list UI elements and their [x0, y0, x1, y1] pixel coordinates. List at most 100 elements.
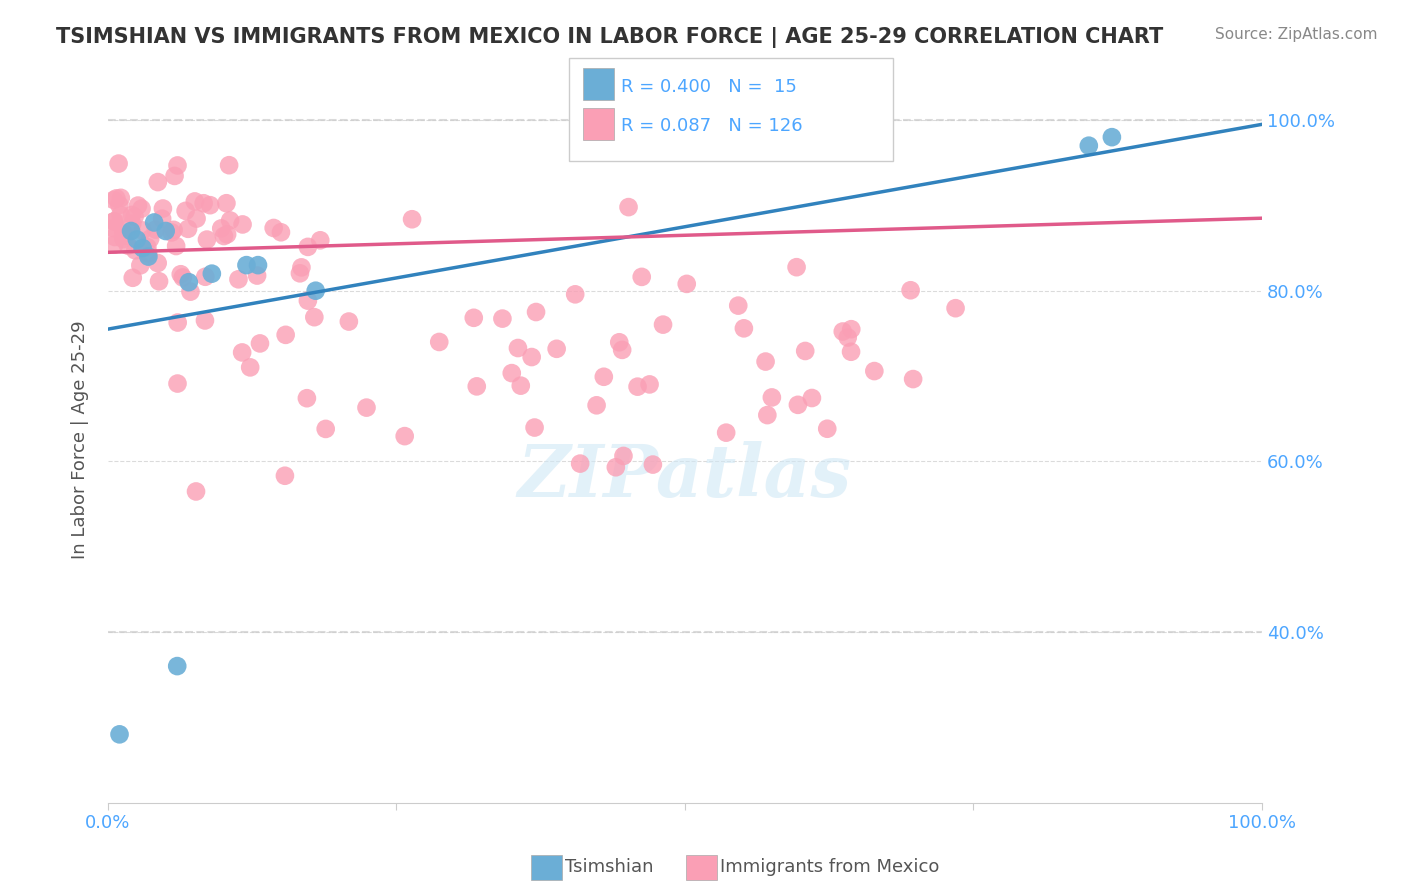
Immigrants from Mexico	[837, 330, 859, 344]
Immigrants from Mexico	[626, 379, 648, 393]
Immigrants from Mexico	[675, 277, 697, 291]
Tsimshian	[235, 258, 257, 272]
Tsimshian	[1077, 138, 1099, 153]
Immigrants from Mexico	[506, 341, 529, 355]
Immigrants from Mexico	[105, 191, 128, 205]
Immigrants from Mexico	[239, 360, 262, 375]
Immigrants from Mexico	[195, 233, 218, 247]
Immigrants from Mexico	[761, 391, 783, 405]
Immigrants from Mexico	[104, 230, 127, 244]
Immigrants from Mexico	[186, 211, 208, 226]
Immigrants from Mexico	[465, 379, 488, 393]
Immigrants from Mexico	[787, 398, 810, 412]
Immigrants from Mexico	[163, 169, 186, 183]
Tsimshian	[108, 727, 131, 741]
Immigrants from Mexico	[184, 484, 207, 499]
Immigrants from Mexico	[232, 218, 254, 232]
Immigrants from Mexico	[356, 401, 378, 415]
Tsimshian	[166, 659, 188, 673]
Immigrants from Mexico	[148, 274, 170, 288]
Tsimshian	[246, 258, 269, 272]
Text: Immigrants from Mexico: Immigrants from Mexico	[720, 858, 939, 876]
Immigrants from Mexico	[108, 198, 131, 212]
Immigrants from Mexico	[401, 212, 423, 227]
Immigrants from Mexico	[839, 322, 862, 336]
Immigrants from Mexico	[839, 344, 862, 359]
Immigrants from Mexico	[652, 318, 675, 332]
Immigrants from Mexico	[166, 316, 188, 330]
Immigrants from Mexico	[177, 222, 200, 236]
Immigrants from Mexico	[103, 193, 125, 207]
Immigrants from Mexico	[800, 391, 823, 405]
Immigrants from Mexico	[218, 158, 240, 172]
Immigrants from Mexico	[231, 345, 253, 359]
Immigrants from Mexico	[215, 196, 238, 211]
Immigrants from Mexico	[166, 376, 188, 391]
Immigrants from Mexico	[945, 301, 967, 316]
Immigrants from Mexico	[103, 214, 125, 228]
Tsimshian	[201, 267, 224, 281]
Tsimshian	[1101, 130, 1123, 145]
Text: R = 0.400   N =  15: R = 0.400 N = 15	[621, 78, 797, 95]
Immigrants from Mexico	[146, 256, 169, 270]
Immigrants from Mexico	[162, 223, 184, 237]
Immigrants from Mexico	[901, 372, 924, 386]
Immigrants from Mexico	[641, 458, 664, 472]
Immigrants from Mexico	[112, 232, 135, 246]
Text: ZIPatlas: ZIPatlas	[517, 441, 852, 512]
Immigrants from Mexico	[209, 221, 232, 235]
Immigrants from Mexico	[121, 208, 143, 222]
Immigrants from Mexico	[121, 217, 143, 231]
Immigrants from Mexico	[194, 269, 217, 284]
Immigrants from Mexico	[297, 240, 319, 254]
Immigrants from Mexico	[304, 310, 326, 325]
Immigrants from Mexico	[309, 233, 332, 247]
Immigrants from Mexico	[184, 194, 207, 209]
Immigrants from Mexico	[249, 336, 271, 351]
Immigrants from Mexico	[337, 314, 360, 328]
Immigrants from Mexico	[170, 267, 193, 281]
Immigrants from Mexico	[103, 237, 125, 252]
Text: TSIMSHIAN VS IMMIGRANTS FROM MEXICO IN LABOR FORCE | AGE 25-29 CORRELATION CHART: TSIMSHIAN VS IMMIGRANTS FROM MEXICO IN L…	[56, 27, 1164, 48]
Immigrants from Mexico	[219, 213, 242, 227]
Immigrants from Mexico	[131, 223, 153, 237]
Text: Source: ZipAtlas.com: Source: ZipAtlas.com	[1215, 27, 1378, 42]
Immigrants from Mexico	[263, 221, 285, 235]
Immigrants from Mexico	[900, 283, 922, 297]
Immigrants from Mexico	[612, 449, 634, 463]
Immigrants from Mexico	[727, 299, 749, 313]
Immigrants from Mexico	[815, 422, 838, 436]
Immigrants from Mexico	[524, 305, 547, 319]
Immigrants from Mexico	[297, 293, 319, 308]
Tsimshian	[177, 275, 200, 289]
Immigrants from Mexico	[246, 268, 269, 283]
Text: R = 0.087   N = 126: R = 0.087 N = 126	[621, 117, 803, 135]
Immigrants from Mexico	[198, 198, 221, 212]
Y-axis label: In Labor Force | Age 25-29: In Labor Force | Age 25-29	[72, 321, 89, 559]
Tsimshian	[120, 224, 142, 238]
Immigrants from Mexico	[124, 244, 146, 258]
Immigrants from Mexico	[228, 272, 250, 286]
Immigrants from Mexico	[172, 270, 194, 285]
Immigrants from Mexico	[630, 269, 652, 284]
Immigrants from Mexico	[564, 287, 586, 301]
Immigrants from Mexico	[290, 260, 312, 275]
Immigrants from Mexico	[569, 457, 592, 471]
Immigrants from Mexico	[146, 175, 169, 189]
Immigrants from Mexico	[509, 378, 531, 392]
Immigrants from Mexico	[520, 350, 543, 364]
Immigrants from Mexico	[491, 311, 513, 326]
Immigrants from Mexico	[274, 468, 297, 483]
Immigrants from Mexico	[166, 158, 188, 172]
Immigrants from Mexico	[193, 196, 215, 211]
Tsimshian	[138, 250, 160, 264]
Immigrants from Mexico	[131, 202, 153, 216]
Immigrants from Mexico	[546, 342, 568, 356]
Immigrants from Mexico	[714, 425, 737, 440]
Immigrants from Mexico	[831, 325, 853, 339]
Immigrants from Mexico	[165, 239, 187, 253]
Immigrants from Mexico	[617, 200, 640, 214]
Immigrants from Mexico	[612, 343, 634, 357]
Immigrants from Mexico	[152, 202, 174, 216]
Text: Tsimshian: Tsimshian	[565, 858, 654, 876]
